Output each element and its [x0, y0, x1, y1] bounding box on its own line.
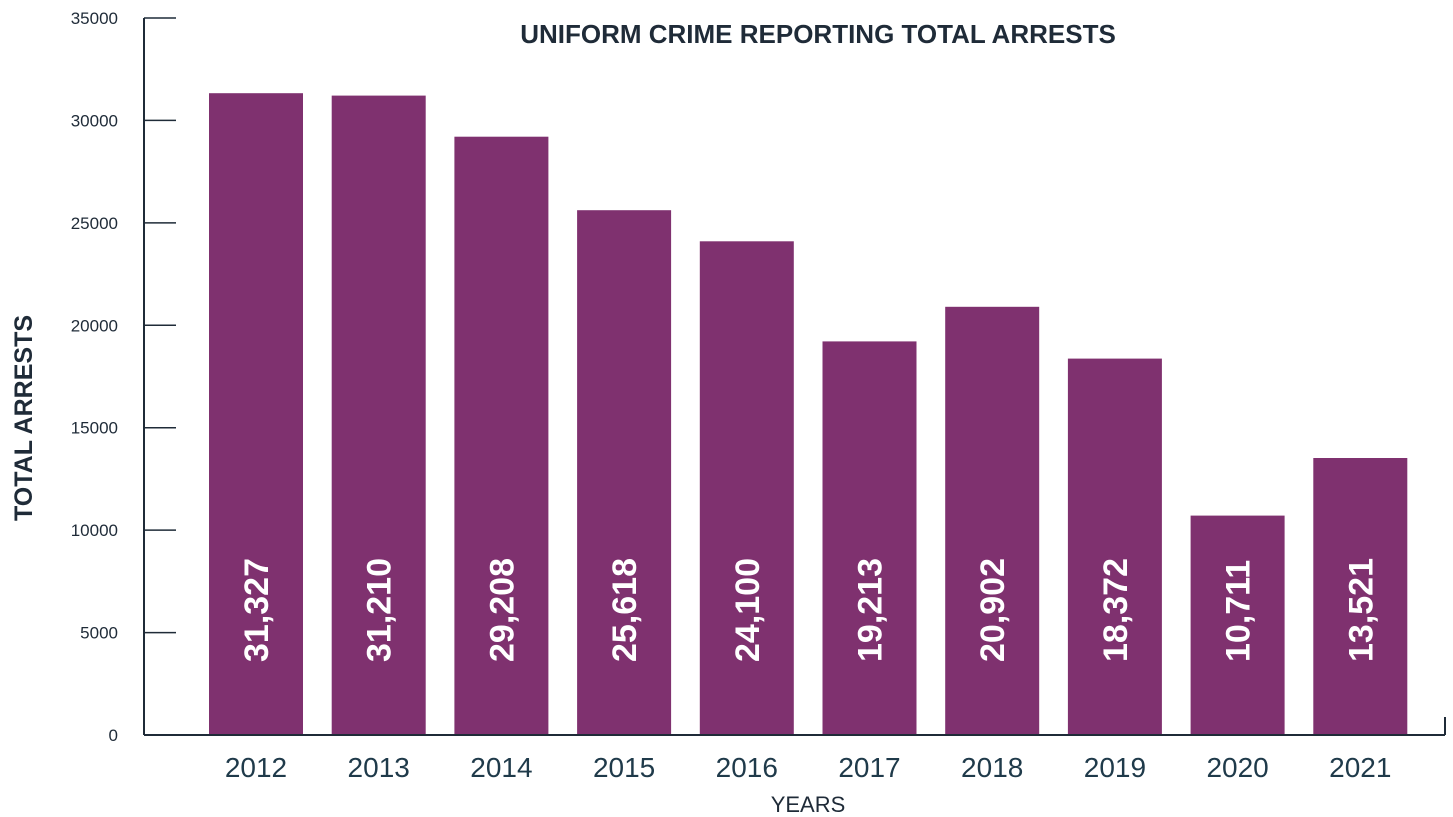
y-tick-label: 25000 — [71, 214, 118, 233]
bar-2014 — [454, 136, 549, 735]
chart-title: UNIFORM CRIME REPORTING TOTAL ARRESTS — [520, 19, 1116, 49]
y-tick-label: 30000 — [71, 111, 118, 130]
bar-value-label: 31,210 — [361, 558, 399, 662]
axes-group — [143, 18, 1446, 736]
bar-value-label: 20,902 — [974, 558, 1012, 662]
bar-2016 — [699, 241, 794, 736]
bar-2019 — [1067, 358, 1162, 735]
bar-value-label: 19,213 — [852, 558, 890, 662]
bar-2015 — [577, 210, 672, 735]
y-axis-label: TOTAL ARRESTS — [10, 315, 38, 521]
bar-value-label: 31,327 — [238, 558, 276, 662]
bar-value-label: 18,372 — [1097, 558, 1135, 662]
x-tick-label: 2012 — [225, 752, 287, 783]
y-tick-label: 15000 — [71, 419, 118, 438]
bar-2018 — [945, 306, 1040, 735]
bar-2020 — [1190, 515, 1285, 735]
y-tick-label: 5000 — [80, 624, 118, 643]
y-tick-label: 35000 — [71, 9, 118, 28]
bar-value-label: 25,618 — [606, 558, 644, 662]
bar-2012 — [209, 93, 303, 735]
x-ticks-group: 2012 2013 2014 2015 2016 2017 2018 2019 2020 2021 — [225, 752, 1392, 783]
x-tick-label: 2015 — [593, 752, 655, 783]
y-ticks-group: 0 5000 10000 15000 20000 25000 30000 35000 — [71, 9, 176, 745]
x-tick-label: 2016 — [716, 752, 778, 783]
bars-group: 31,327 31,210 29,208 25,618 24,100 19,213 20,9… — [209, 93, 1408, 736]
bar-2013 — [331, 95, 426, 736]
x-tick-label: 2019 — [1084, 752, 1146, 783]
y-tick-label: 0 — [109, 726, 118, 745]
bar-value-label: 24,100 — [729, 558, 767, 662]
bar-2021 — [1313, 458, 1408, 735]
x-tick-label: 2020 — [1206, 752, 1268, 783]
bar-value-label: 13,521 — [1342, 558, 1380, 662]
x-tick-label: 2017 — [838, 752, 900, 783]
x-tick-label: 2021 — [1329, 752, 1391, 783]
bar-value-label: 10,711 — [1220, 560, 1258, 662]
bar-2017 — [822, 341, 917, 735]
x-axis-label: YEARS — [771, 792, 846, 817]
x-tick-label: 2014 — [470, 752, 532, 783]
y-tick-label: 20000 — [71, 316, 118, 335]
x-tick-label: 2018 — [961, 752, 1023, 783]
x-tick-label: 2013 — [348, 752, 410, 783]
bar-value-label: 29,208 — [483, 558, 521, 662]
y-tick-label: 10000 — [71, 521, 118, 540]
